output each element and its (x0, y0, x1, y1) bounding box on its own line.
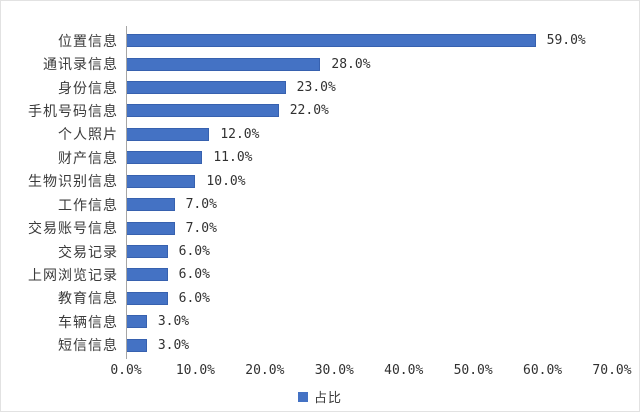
value-label: 23.0% (296, 80, 336, 96)
category-label: 工作信息 (58, 197, 118, 214)
bar-track: 12.0% (126, 123, 612, 146)
legend: 占比 (1, 387, 639, 406)
value-label: 7.0% (185, 197, 217, 213)
value-label: 22.0% (289, 103, 329, 119)
bar-row: 交易记录 6.0% (7, 240, 612, 263)
bar-track: 23.0% (126, 76, 612, 99)
value-label: 59.0% (546, 33, 586, 49)
value-label: 10.0% (206, 173, 246, 189)
bar-track: 59.0% (126, 29, 612, 52)
bar (126, 315, 147, 329)
category-label: 位置信息 (58, 33, 118, 50)
bar-row: 交易账号信息 7.0% (7, 216, 612, 239)
value-label: 6.0% (178, 290, 210, 306)
bar-row: 教育信息 6.0% (7, 287, 612, 310)
bar-row: 财产信息 11.0% (7, 146, 612, 169)
bar (126, 81, 286, 95)
category-label: 教育信息 (58, 291, 118, 308)
value-label: 6.0% (178, 244, 210, 259)
x-tick-label: 50.0% (453, 363, 493, 378)
bar-track: 6.0% (126, 263, 612, 286)
category-label: 短信信息 (58, 338, 118, 355)
category-label: 车辆信息 (58, 314, 118, 331)
x-tick-label: 40.0% (384, 363, 424, 378)
bar (126, 34, 536, 48)
bar (126, 245, 168, 258)
bar (126, 268, 168, 282)
bar-row: 生物识别信息 10.0% (7, 170, 612, 193)
bar (126, 291, 168, 305)
bar-row: 短信信息 3.0% (7, 333, 612, 356)
bar-row: 上网浏览记录 6.0% (7, 263, 612, 286)
bar-track: 7.0% (126, 216, 612, 239)
value-label: 12.0% (220, 126, 260, 142)
bar-track: 6.0% (126, 287, 612, 310)
category-label: 手机号码信息 (28, 103, 118, 120)
bar-row: 个人照片 12.0% (7, 123, 612, 146)
bar-track: 10.0% (126, 170, 612, 193)
bar (126, 104, 279, 118)
category-label: 个人照片 (58, 127, 118, 144)
bar (126, 127, 210, 141)
value-label: 3.0% (157, 337, 190, 353)
category-label: 生物识别信息 (28, 174, 118, 191)
x-axis-ticks: 0.0% 10.0% 20.0% 30.0% 40.0% 50.0% 60.0% 70.0% (110, 363, 631, 380)
value-label: 7.0% (185, 220, 217, 236)
category-label: 通讯录信息 (43, 57, 118, 74)
bar-track: 7.0% (126, 193, 612, 216)
bar-row: 工作信息 7.0% (7, 193, 612, 216)
category-label: 交易记录 (58, 244, 118, 261)
value-label: 3.0% (157, 314, 190, 330)
category-label: 交易账号信息 (28, 221, 118, 238)
bar-row: 位置信息 59.0% (7, 29, 612, 52)
x-tick-label: 70.0% (592, 363, 632, 378)
bar (126, 198, 175, 212)
legend-label: 占比 (313, 391, 342, 406)
bar-track: 11.0% (126, 146, 612, 169)
bar (126, 151, 203, 165)
value-label: 11.0% (213, 150, 253, 166)
x-tick-label: 0.0% (110, 363, 142, 378)
bar-row: 通讯录信息 28.0% (7, 52, 612, 75)
value-label: 28.0% (331, 56, 371, 72)
category-label: 身份信息 (58, 80, 118, 97)
category-label: 财产信息 (58, 150, 118, 167)
bar-row: 车辆信息 3.0% (7, 310, 612, 333)
x-tick-label: 30.0% (314, 363, 354, 378)
legend-swatch (297, 391, 308, 402)
x-tick-label: 60.0% (522, 363, 563, 378)
y-axis-line (126, 26, 127, 359)
bar (126, 338, 147, 352)
bar-track: 6.0% (126, 240, 612, 263)
x-tick-label: 20.0% (245, 363, 285, 378)
bar-track: 3.0% (126, 333, 612, 356)
x-tick-label: 10.0% (175, 363, 215, 378)
bar-row: 手机号码信息 22.0% (7, 99, 612, 122)
bar (126, 174, 196, 188)
bar-track: 22.0% (126, 99, 612, 122)
category-label: 上网浏览记录 (28, 267, 118, 284)
bar-track: 28.0% (126, 52, 612, 75)
bar-rows: 位置信息 59.0% 通讯录信息 28.0% 身份信息 23.0% 手机号码信息 22.0% 个… (7, 29, 612, 357)
bar-track: 3.0% (126, 310, 612, 333)
value-label: 6.0% (178, 267, 210, 283)
bar-row: 身份信息 23.0% (7, 76, 612, 99)
bar (126, 57, 321, 71)
bar (126, 221, 175, 235)
